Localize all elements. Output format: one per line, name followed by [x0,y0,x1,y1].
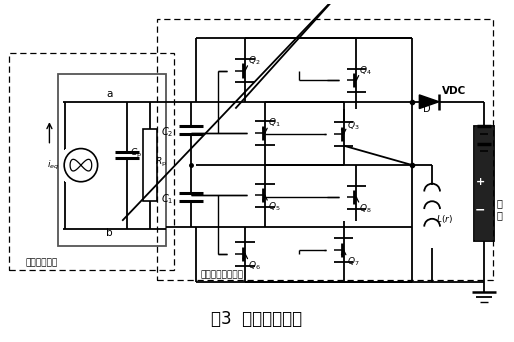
Text: a: a [106,89,113,99]
Text: $Q_3$: $Q_3$ [346,120,359,132]
Text: $Q_5$: $Q_5$ [268,201,281,213]
Bar [157,19,493,280]
Text: $Q_7$: $Q_7$ [346,255,359,268]
Text: b: b [106,228,113,238]
Bar [58,75,167,246]
Text: $Q_1$: $Q_1$ [268,117,281,129]
Text: $C_{\mathrm{p}}$: $C_{\mathrm{p}}$ [130,147,142,160]
Text: 图3  能量收集电路: 图3 能量收集电路 [211,310,303,328]
Text: D: D [423,104,431,115]
Text: $C_1$: $C_1$ [161,193,173,206]
Text: $R_{\mathrm{p}}$: $R_{\mathrm{p}}$ [155,156,167,169]
Text: −: − [475,204,486,217]
Text: 电
池: 电 池 [496,198,502,220]
Text: $Q_6$: $Q_6$ [248,259,261,272]
Polygon shape [419,95,439,108]
Text: $Q_4$: $Q_4$ [359,64,372,77]
Bar [475,127,493,240]
Text: 压电等效电路: 压电等效电路 [26,259,58,268]
Text: $C_2$: $C_2$ [161,125,173,139]
Bar [474,126,494,241]
Bar [9,53,174,269]
Text: $L(r)$: $L(r)$ [436,213,453,225]
Text: $Q_8$: $Q_8$ [359,203,372,215]
Text: $Q_2$: $Q_2$ [248,54,261,67]
Text: VDC: VDC [442,86,466,96]
Text: $i_{eq}$: $i_{eq}$ [47,158,60,172]
Text: +: + [475,177,485,187]
Bar [143,129,157,201]
Text: 无源能量收集电路: 无源能量收集电路 [201,270,244,279]
